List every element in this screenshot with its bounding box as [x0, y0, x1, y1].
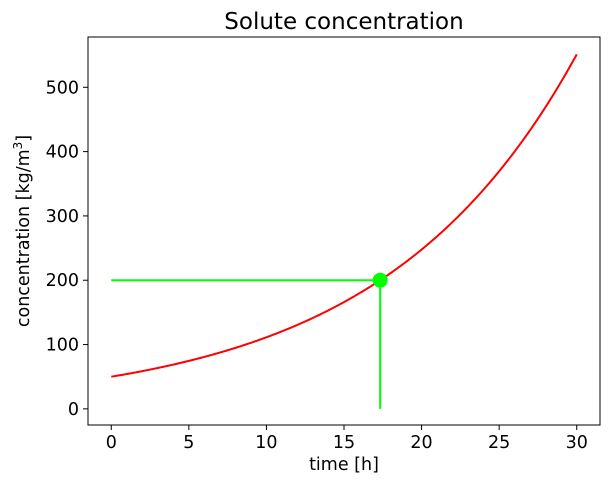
y-tick-label: 0: [68, 400, 79, 420]
x-tick-label: 20: [410, 433, 432, 453]
plot-area: [88, 37, 600, 425]
x-tick-label: 15: [333, 433, 355, 453]
y-axis-label-end: ]: [14, 135, 34, 142]
y-axis-ticks: 0 100 200 300 400 500: [46, 78, 88, 420]
y-tick-label: 300: [46, 207, 79, 227]
chart-title: Solute concentration: [224, 9, 463, 35]
x-tick-label: 25: [488, 433, 510, 453]
x-tick-label: 10: [255, 433, 277, 453]
x-axis-ticks: 0 5 10 15 20 25 30: [106, 425, 588, 453]
plot-frame: [87, 36, 601, 426]
y-axis-label-superscript: 3: [11, 142, 25, 150]
y-tick-label: 400: [46, 143, 79, 163]
y-tick-label: 100: [46, 336, 79, 356]
y-tick-label: 200: [46, 271, 79, 291]
x-tick-label: 0: [106, 433, 117, 453]
concentration-curve: [111, 53, 578, 378]
y-axis-label-main: concentration [kg/m: [14, 149, 34, 327]
threshold-point: [372, 272, 388, 288]
chart-marks: [111, 53, 578, 409]
y-axis-label: concentration [kg/m3]: [11, 135, 34, 327]
x-axis-label: time [h]: [309, 455, 379, 475]
x-tick-label: 30: [566, 433, 588, 453]
y-tick-label: 500: [46, 78, 79, 98]
x-tick-label: 5: [183, 433, 194, 453]
